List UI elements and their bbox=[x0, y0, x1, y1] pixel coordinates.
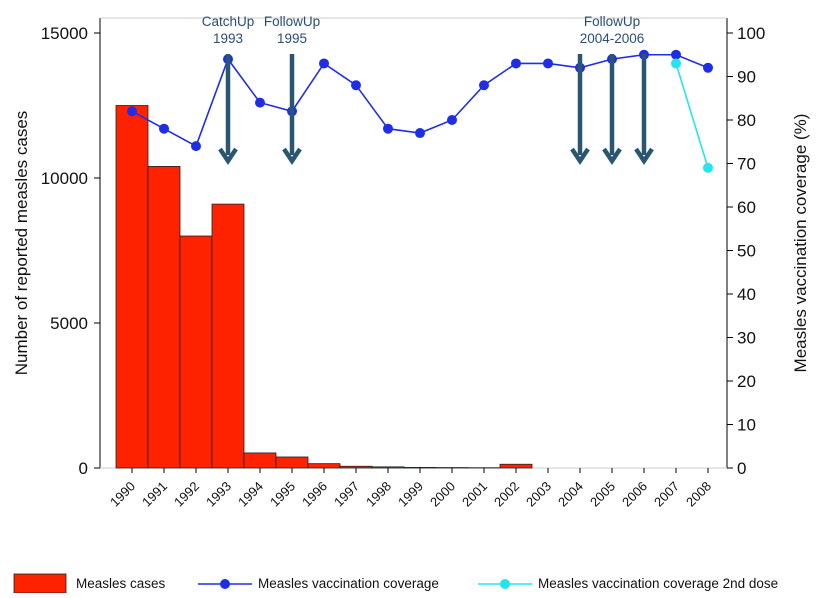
series-line bbox=[676, 63, 708, 167]
data-point bbox=[671, 50, 681, 60]
y-axis-title: Number of reported measles cases bbox=[12, 111, 31, 376]
bar bbox=[340, 466, 372, 468]
left-tick-label: 15000 bbox=[41, 24, 88, 43]
campaign-label: CatchUp bbox=[202, 14, 255, 29]
legend-label-coverage-2nd: Measles vaccination coverage 2nd dose bbox=[538, 576, 778, 591]
right-tick-label: 60 bbox=[737, 198, 756, 217]
x-tick-label: 1996 bbox=[299, 479, 330, 510]
right-tick-label: 40 bbox=[737, 285, 756, 304]
x-tick-label: 1997 bbox=[331, 479, 362, 510]
x-tick-label: 2005 bbox=[587, 479, 618, 510]
bar bbox=[308, 464, 340, 468]
y2-axis-title: Measles vaccination coverage (%) bbox=[791, 114, 810, 373]
right-tick-label: 0 bbox=[737, 459, 746, 478]
right-tick-label: 50 bbox=[737, 242, 756, 261]
bar bbox=[244, 453, 276, 468]
legend-swatch-bars bbox=[14, 574, 66, 593]
campaign-label: 2004-2006 bbox=[580, 31, 645, 46]
bar bbox=[372, 467, 404, 468]
x-tick-label: 2008 bbox=[683, 479, 714, 510]
data-point bbox=[191, 141, 201, 151]
x-tick-label: 1998 bbox=[363, 479, 394, 510]
legend-label-cases: Measles cases bbox=[76, 576, 166, 591]
legend: Measles cases Measles vaccination coverag… bbox=[14, 574, 778, 593]
right-tick-label: 20 bbox=[737, 372, 756, 391]
x-tick-label: 1995 bbox=[267, 479, 298, 510]
campaign-label: FollowUp bbox=[264, 14, 320, 29]
data-point bbox=[703, 163, 713, 173]
data-point bbox=[127, 106, 137, 116]
bar bbox=[180, 236, 212, 468]
bar bbox=[404, 467, 436, 468]
campaign-label: 1995 bbox=[277, 31, 307, 46]
campaign-label: 1993 bbox=[213, 31, 243, 46]
x-tick-label: 2004 bbox=[555, 479, 586, 510]
x-tick-label: 2003 bbox=[523, 479, 554, 510]
legend-swatch-marker bbox=[220, 579, 230, 589]
data-point bbox=[543, 58, 553, 68]
data-point bbox=[671, 58, 681, 68]
data-point bbox=[415, 128, 425, 138]
x-tick-label: 1999 bbox=[395, 479, 426, 510]
x-tick-label: 2006 bbox=[619, 479, 650, 510]
campaign-label: FollowUp bbox=[584, 14, 640, 29]
data-point bbox=[383, 124, 393, 134]
plot-area: 0 5000 10000 15000 0 10 20 30 40 50 60 70 80 90 100 Num… bbox=[12, 14, 810, 510]
data-point bbox=[447, 115, 457, 125]
data-point bbox=[479, 80, 489, 90]
right-tick-label: 80 bbox=[737, 111, 756, 130]
right-tick-label: 90 bbox=[737, 68, 756, 87]
x-tick-label: 1993 bbox=[203, 479, 234, 510]
legend-swatch-marker-2nd bbox=[500, 579, 510, 589]
x-tick-label: 2001 bbox=[459, 479, 490, 510]
right-tick-label: 100 bbox=[737, 24, 765, 43]
right-tick-label: 30 bbox=[737, 329, 756, 348]
data-point bbox=[351, 80, 361, 90]
right-tick-label: 10 bbox=[737, 416, 756, 435]
bar bbox=[116, 106, 148, 469]
data-point bbox=[511, 58, 521, 68]
data-point bbox=[159, 124, 169, 134]
right-tick-label: 70 bbox=[737, 155, 756, 174]
data-point bbox=[703, 63, 713, 73]
bar bbox=[276, 457, 308, 468]
x-tick-label: 1992 bbox=[171, 479, 202, 510]
x-tick-label: 2007 bbox=[651, 479, 682, 510]
data-point bbox=[255, 98, 265, 108]
x-tick-label: 2002 bbox=[491, 479, 522, 510]
x-tick-label: 1990 bbox=[107, 479, 138, 510]
left-tick-label: 10000 bbox=[41, 169, 88, 188]
left-tick-label: 5000 bbox=[50, 314, 88, 333]
legend-label-coverage: Measles vaccination coverage bbox=[258, 576, 439, 591]
x-tick-label: 1991 bbox=[139, 479, 170, 510]
x-tick-label: 1994 bbox=[235, 479, 266, 510]
bar bbox=[500, 464, 532, 468]
left-tick-label: 0 bbox=[79, 459, 88, 478]
bar bbox=[148, 166, 180, 468]
data-point bbox=[319, 58, 329, 68]
x-tick-label: 2000 bbox=[427, 479, 458, 510]
bar bbox=[212, 204, 244, 468]
